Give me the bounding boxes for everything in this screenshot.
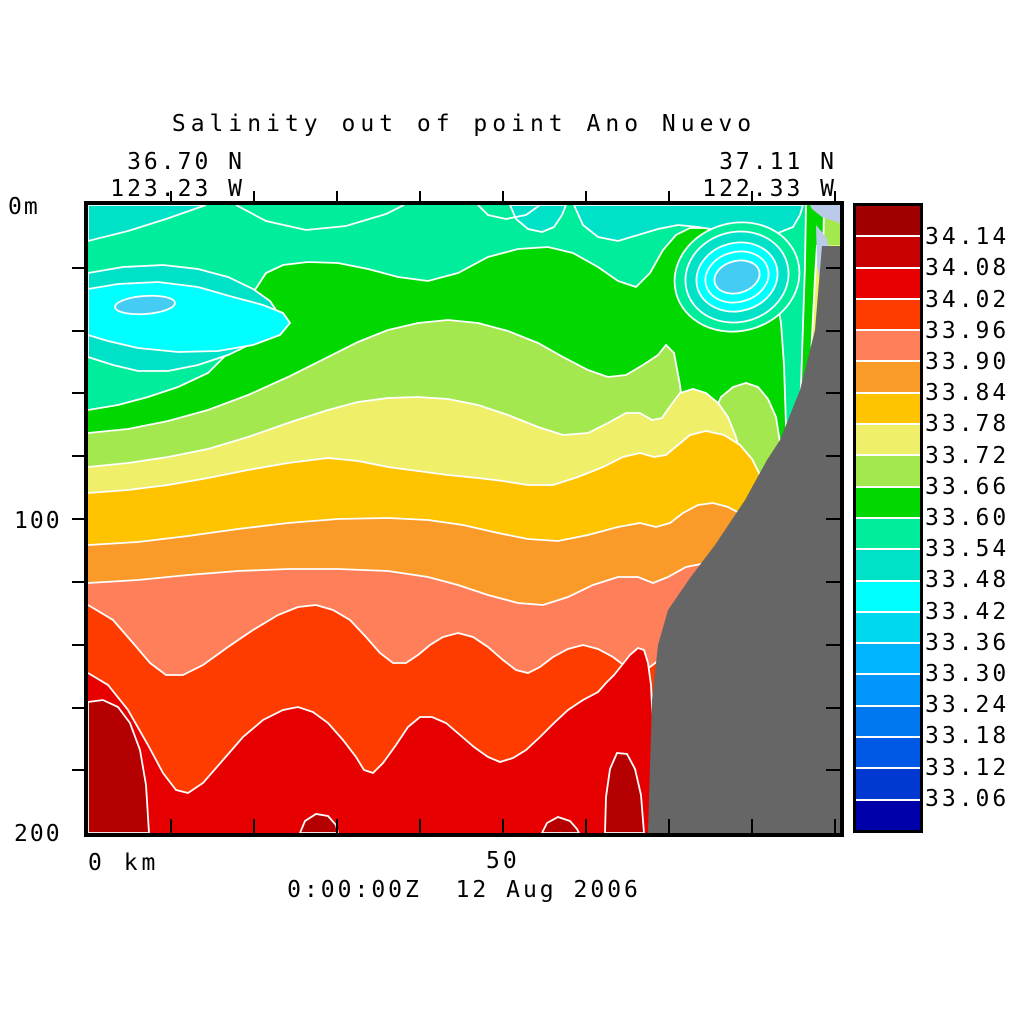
colorbar-cell-6 — [856, 393, 920, 426]
start-longitude: 123.23 W — [110, 176, 245, 202]
colorbar-cell-2 — [856, 268, 920, 300]
colorbar-cell-1 — [856, 237, 920, 269]
left-eddy-core — [114, 294, 176, 316]
x-axis-label-50: 50 — [486, 848, 520, 874]
colorbar-cell-11 — [856, 550, 920, 582]
colorbar-cell-14 — [856, 644, 920, 676]
colorbar-label-33.60: 33.60 — [925, 505, 1010, 531]
colorbar-cell-12 — [856, 581, 920, 613]
surface-turquoise-topleft — [88, 205, 207, 242]
end-latitude: 37.11 N — [719, 149, 837, 175]
colorbar-cell-3 — [856, 299, 920, 332]
colorbar-cell-4 — [856, 331, 920, 363]
colorbar-label-33.18: 33.18 — [925, 723, 1010, 750]
right-eddy-ring-4 — [713, 259, 761, 295]
colorbar-label-33.30: 33.30 — [925, 661, 1010, 687]
y-axis-label-0m: 0m — [8, 194, 40, 220]
chart-title: Salinity out of point Ano Nuevo — [171, 111, 757, 137]
colorbar-label-33.24: 33.24 — [925, 692, 1010, 719]
colorbar-label-34.02: 34.02 — [925, 286, 1010, 313]
transect-end-coordinates: 37.11 N 122.33 W — [650, 149, 837, 203]
right-eddy-ring-3 — [704, 250, 770, 304]
paleblue-corner — [810, 205, 840, 223]
colorbar-label-33.78: 33.78 — [925, 411, 1010, 438]
plot-axes — [72, 191, 844, 837]
colorbar-cell-18 — [856, 769, 920, 801]
y-axis-label-100: 100 — [14, 508, 62, 534]
contour-field — [88, 205, 840, 833]
colorbar-label-33.42: 33.42 — [925, 598, 1010, 625]
seafloor-wedge — [648, 246, 840, 833]
colorbar-cell-7 — [856, 425, 920, 457]
colorbar-label-33.96: 33.96 — [925, 317, 1010, 344]
x-axis-label-0km: 0 km — [88, 850, 160, 876]
colorbar-label-34.14: 34.14 — [925, 224, 1010, 251]
colorbar-label-33.12: 33.12 — [925, 754, 1010, 781]
colorbar — [853, 203, 923, 833]
colorbar-label-33.06: 33.06 — [925, 785, 1010, 812]
colorbar-label-33.54: 33.54 — [925, 536, 1010, 563]
colorbar-label-33.72: 33.72 — [925, 442, 1010, 469]
start-latitude: 36.70 N — [127, 149, 245, 175]
y-axis-label-200: 200 — [14, 821, 62, 847]
colorbar-cell-8 — [856, 456, 920, 488]
colorbar-cell-16 — [856, 706, 920, 739]
colorbar-label-33.66: 33.66 — [925, 473, 1010, 500]
colorbar-cell-9 — [856, 487, 920, 519]
colorbar-cell-15 — [856, 675, 920, 707]
colorbar-cell-0 — [856, 206, 920, 238]
colorbar-cell-5 — [856, 362, 920, 394]
colorbar-label-33.36: 33.36 — [925, 629, 1010, 656]
colorbar-cell-13 — [856, 612, 920, 645]
colorbar-cell-10 — [856, 518, 920, 551]
colorbar-cell-19 — [856, 800, 920, 830]
plot-frame — [84, 201, 844, 837]
transect-start-coordinates: 36.70 N 123.23 W — [95, 149, 245, 203]
colorbar-label-33.90: 33.90 — [925, 349, 1010, 375]
colorbar-label-33.84: 33.84 — [925, 380, 1010, 407]
pocket-34.08-c — [604, 752, 645, 833]
pocket-34.08-a — [299, 813, 339, 833]
pocket-34.08-b — [540, 816, 581, 833]
pocket-34.08-bottomleft — [88, 699, 150, 833]
surface-turquoise-mid-a — [509, 205, 567, 233]
colorbar-cell-17 — [856, 738, 920, 770]
valid-time-label: 0:00:00Z 12 Aug 2006 — [287, 877, 641, 903]
colorbar-label-33.48: 33.48 — [925, 567, 1010, 594]
colorbar-label-34.08: 34.08 — [925, 255, 1010, 282]
